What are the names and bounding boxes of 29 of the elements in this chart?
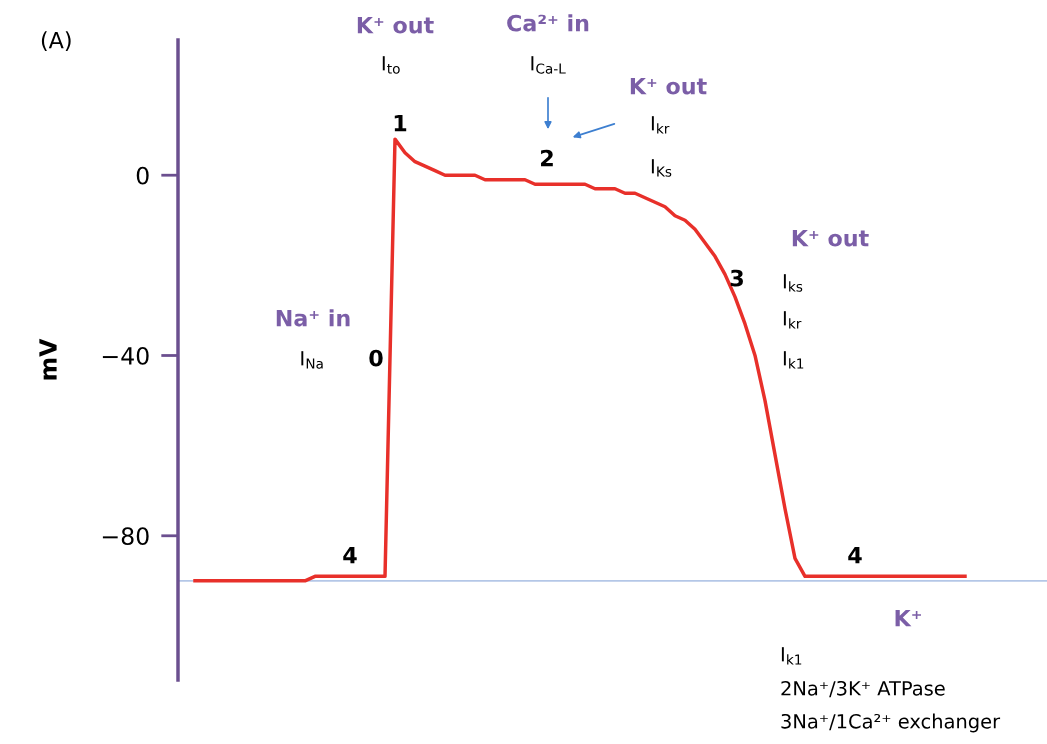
annotation: K⁺ (895, 609, 921, 627)
text: 2Na⁺/3K⁺ ATPase (781, 680, 945, 698)
text: 3Na⁺/1Ca²⁺ exchanger (781, 713, 1001, 733)
annotation: K⁺ out (630, 77, 707, 95)
annotation: 4 (848, 546, 862, 564)
annotation: I$_{Ca-L}$ (531, 56, 566, 74)
annotation: I$_{k1}$ (781, 647, 802, 665)
y-axis-title: mV (39, 338, 57, 380)
annotation: 3 (730, 269, 743, 287)
annotation: 1 (394, 114, 407, 132)
text: K⁺ out (357, 16, 434, 34)
annotation: I$_{kr}$ (783, 311, 802, 329)
text: Ca²⁺ in (507, 14, 589, 32)
y-tick-label: 0 (136, 166, 149, 185)
annotation: Na⁺ in (276, 309, 350, 327)
text: (A) (41, 31, 71, 52)
y-tick-label: −80 (102, 527, 149, 546)
annotation: I$_{kr}$ (651, 116, 670, 134)
annotation: I$_{Ks}$ (651, 159, 672, 177)
annotation: I$_{Na}$ (301, 351, 323, 369)
annotation: 4 (343, 546, 357, 564)
annotation: K⁺ out (792, 229, 869, 247)
annotation: 0 (369, 349, 383, 367)
annotation: I$_{ks}$ (783, 274, 803, 292)
annotation: I$_{k1}$ (783, 351, 804, 369)
line-series (193, 137, 967, 583)
annotation: I$_{to}$ (382, 56, 400, 74)
annotation: 2 (541, 149, 553, 167)
y-tick-label: −40 (102, 346, 149, 365)
